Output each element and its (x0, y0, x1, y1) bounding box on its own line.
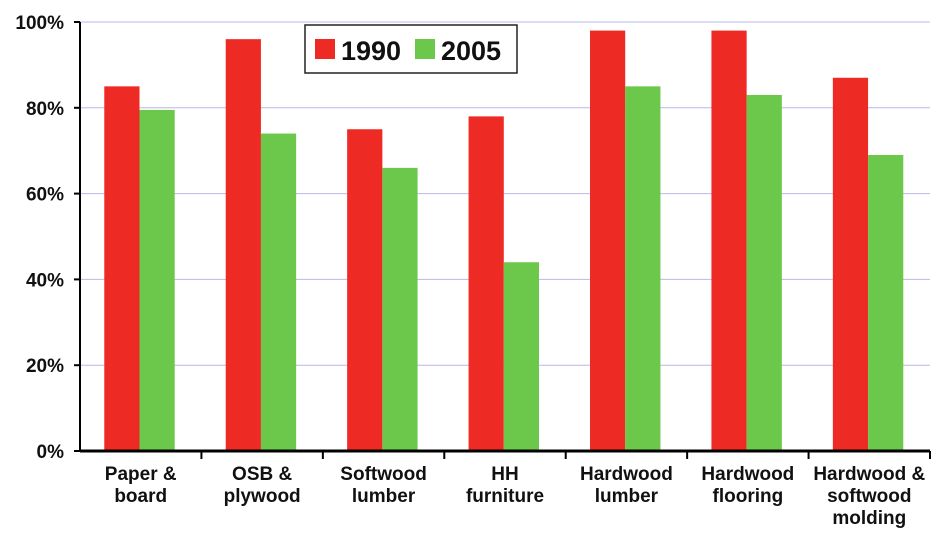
bar (590, 30, 626, 452)
legend-box (304, 24, 518, 74)
y-tick-label: 20% (26, 356, 64, 377)
legend-swatch (415, 39, 435, 59)
y-tick-label: 0% (37, 442, 65, 463)
legend-label: 1990 (341, 36, 401, 66)
x-tick-label: Hardwood & softwood molding (813, 464, 925, 529)
bar (746, 94, 782, 452)
x-tick-label: OSB & plywood (224, 464, 301, 507)
x-tick-label: HH furniture (466, 464, 544, 507)
x-tick-label: Hardwood flooring (701, 464, 794, 507)
bar (347, 129, 383, 451)
legend-label: 2005 (441, 36, 501, 66)
bar (104, 86, 140, 451)
bar (225, 39, 261, 451)
bar (868, 154, 904, 452)
legend-swatch (315, 39, 335, 59)
bar (625, 86, 661, 451)
bar (503, 262, 539, 451)
bar (260, 133, 297, 452)
y-tick-label: 100% (15, 13, 64, 34)
bar (832, 77, 869, 452)
x-tick-label: Paper & board (105, 464, 177, 507)
y-tick-label: 60% (26, 185, 64, 206)
y-tick-label: 80% (26, 99, 64, 120)
bar (382, 167, 418, 452)
bar (711, 30, 747, 452)
bar (468, 116, 504, 451)
x-tick-label: Hardwood lumber (580, 464, 673, 507)
y-tick-label: 40% (26, 270, 64, 291)
bar (139, 109, 175, 451)
x-tick-label: Softwood lumber (340, 464, 427, 507)
